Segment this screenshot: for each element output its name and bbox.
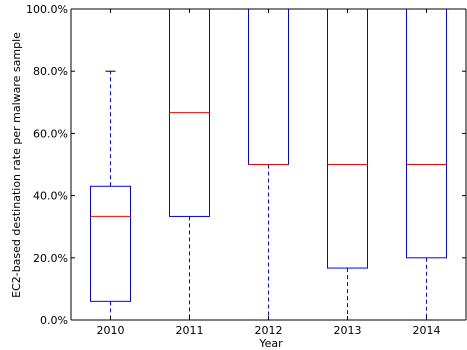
- y-axis-label: EC2-based destination rate per malware s…: [10, 32, 23, 298]
- x-tick-label: 2011: [176, 324, 204, 337]
- iqr-box-2010: [90, 185, 131, 302]
- box-2014: [406, 8, 447, 321]
- plot-area: [90, 8, 447, 321]
- y-tick-label: 100.0%: [26, 3, 68, 16]
- x-axis-label: Year: [258, 337, 283, 350]
- box-2013: [327, 8, 368, 321]
- x-tick-label: 2014: [413, 324, 441, 337]
- box-2012: [248, 8, 289, 321]
- y-tick-label: 0.0%: [40, 314, 68, 327]
- iqr-box-2014: [406, 8, 447, 259]
- y-tick-label: 40.0%: [33, 190, 68, 203]
- box-2011: [169, 8, 210, 321]
- box-2010: [90, 70, 131, 321]
- y-tick-label: 80.0%: [33, 65, 68, 78]
- y-tick-label: 60.0%: [33, 127, 68, 140]
- x-tick-label: 2012: [255, 324, 283, 337]
- iqr-box-2012: [248, 8, 289, 165]
- y-tick-label: 20.0%: [33, 252, 68, 265]
- x-tick-label: 2010: [97, 324, 125, 337]
- axes: 0.0% 20.0% 40.0% 60.0% 80.0% 100.0% 2010 2011 20…: [26, 3, 467, 337]
- iqr-box-2013: [327, 8, 368, 269]
- x-tick-label: 2013: [334, 324, 362, 337]
